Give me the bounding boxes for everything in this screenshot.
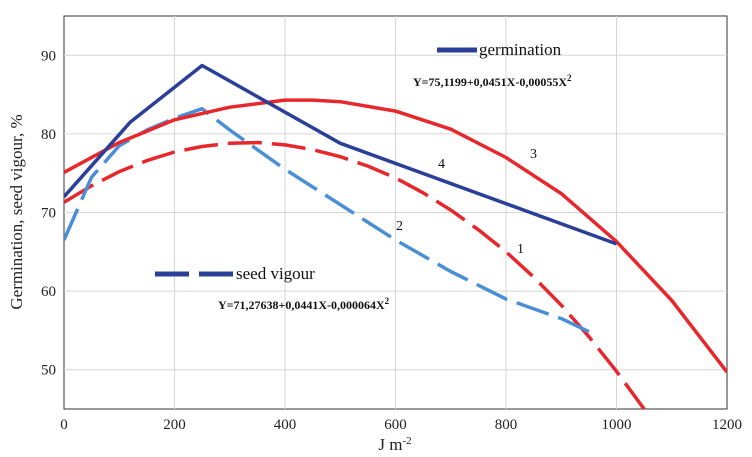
germination-equation-sup: 2 bbox=[567, 73, 572, 83]
x-tick-label: 1200 bbox=[712, 417, 742, 433]
x-tick-label: 400 bbox=[274, 417, 297, 433]
x-tick-label: 0 bbox=[60, 417, 68, 433]
series-line-1 bbox=[64, 140, 647, 409]
series-line-3 bbox=[64, 98, 727, 374]
seed-vigour-equation: Y=71,27638+0,0441X-0,000064X2 bbox=[218, 296, 390, 312]
curve-label-3: 3 bbox=[530, 147, 537, 162]
y-tick-label: 50 bbox=[41, 363, 56, 379]
x-tick-label: 600 bbox=[384, 417, 407, 433]
germination-equation: Y=75,1199+0,0451X-0,00055X2 bbox=[413, 73, 572, 89]
legend-germination-label: germination bbox=[479, 40, 562, 59]
x-tick-label: 200 bbox=[163, 417, 186, 433]
y-tick-label: 90 bbox=[41, 48, 56, 64]
curve-label-4: 4 bbox=[438, 157, 445, 172]
x-tick-label: 800 bbox=[495, 417, 518, 433]
series-line-2 bbox=[64, 106, 596, 336]
y-tick-labels: 50 60 70 80 90 bbox=[41, 48, 56, 378]
x-axis-title-sup: -2 bbox=[402, 435, 411, 447]
x-axis-title-main: J m bbox=[378, 435, 402, 454]
curve-label-1: 1 bbox=[517, 242, 524, 257]
seed-vigour-equation-sup: 2 bbox=[385, 296, 390, 306]
series-layer bbox=[64, 63, 727, 409]
seed-vigour-equation-main: Y=71,27638+0,0441X-0,000064X bbox=[218, 298, 385, 312]
legend-seed-vigour-label: seed vigour bbox=[236, 264, 315, 283]
y-tick-label: 80 bbox=[41, 127, 56, 143]
y-tick-label: 70 bbox=[41, 206, 56, 222]
germination-equation-main: Y=75,1199+0,0451X-0,00055X bbox=[413, 75, 567, 89]
x-tick-labels: 0 200 400 600 800 1000 1200 bbox=[60, 417, 742, 433]
curve-label-2: 2 bbox=[396, 219, 403, 234]
series-line-4 bbox=[64, 63, 618, 246]
y-tick-label: 60 bbox=[41, 284, 56, 300]
y-axis-title: Germination, seed vigour, % bbox=[7, 114, 26, 309]
x-tick-label: 1000 bbox=[602, 417, 632, 433]
x-axis-title: J m-2 bbox=[378, 435, 411, 454]
